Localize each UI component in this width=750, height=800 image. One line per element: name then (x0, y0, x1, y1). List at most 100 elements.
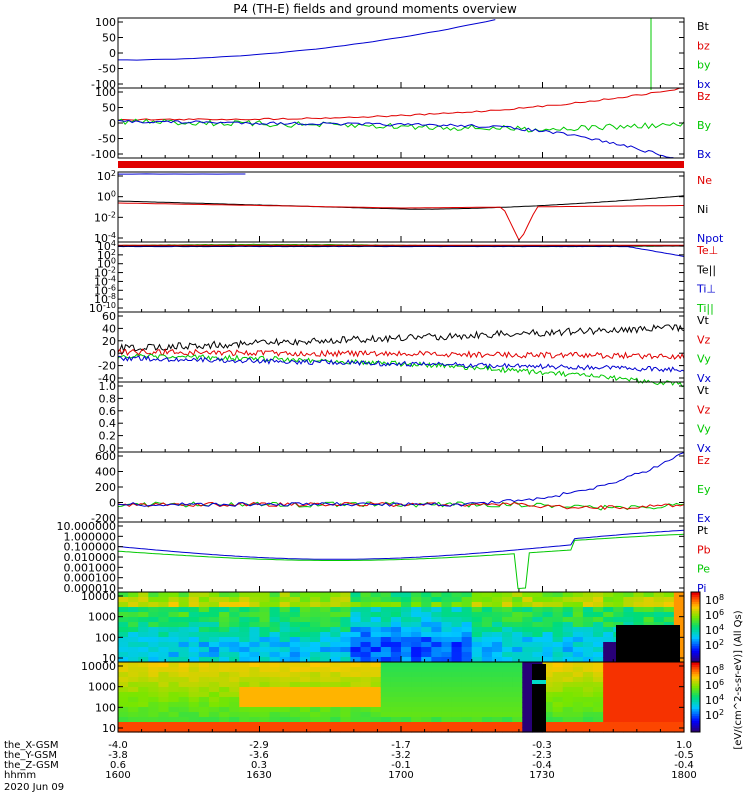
peir-spectrogram-cell (603, 632, 614, 638)
peir-spectrogram-cell (188, 627, 200, 633)
peer-spectrogram-cell (542, 667, 554, 673)
peer-spectrogram-cell (208, 662, 220, 668)
peer-spectrogram-cell (522, 672, 533, 678)
peir-spectrogram-cell (471, 602, 483, 608)
peir-spectrogram-cell (269, 647, 281, 653)
peir-spectrogram-cell (542, 657, 554, 663)
peir-spectrogram-cell (198, 597, 210, 603)
peir-spectrogram-cell (633, 602, 645, 608)
peer-spectrogram-cell (390, 702, 402, 708)
peer-spectrogram-cell (512, 727, 523, 733)
peer-spectrogram-cell (330, 687, 341, 693)
peir-spectrogram-cell (118, 617, 129, 623)
peer-spectrogram-cell (603, 707, 614, 713)
peir-spectrogram-cell (411, 637, 422, 643)
peir-spectrogram-cell (401, 652, 412, 658)
peir-spectrogram-cell (390, 617, 402, 623)
peer-spectrogram-cell (148, 692, 160, 698)
peir-spectrogram-cell (390, 607, 402, 613)
peer-spectrogram-cell (259, 692, 271, 698)
peer-spectrogram-cell (572, 672, 584, 678)
peer-spectrogram-cell (673, 717, 685, 723)
peer-spectrogram-cell (350, 682, 362, 688)
peir-spectrogram-cell (502, 602, 513, 608)
peer-spectrogram-cell (148, 672, 160, 678)
peer-spectrogram-cell (138, 707, 149, 713)
peer-spectrogram-cell (310, 707, 321, 713)
peir-spectrogram-cell (128, 627, 139, 633)
peer-spectrogram-cell (552, 672, 564, 678)
peer-spectrogram-cell (441, 707, 453, 713)
peer-spectrogram-cell (421, 722, 432, 728)
peer-spectrogram-cell (138, 672, 149, 678)
peir-spectrogram-cell (542, 632, 554, 638)
peer-spectrogram-cell (208, 682, 220, 688)
peer-spectrogram-cell (390, 672, 402, 678)
peer-spectrogram-cell (310, 682, 321, 688)
peir-spectrogram-cell (148, 602, 160, 608)
peer-spectrogram-cell (431, 712, 443, 718)
peer-spectrogram-cell (582, 677, 594, 683)
peir-spectrogram-cell (320, 597, 331, 603)
peer-spectrogram-cell (512, 707, 523, 713)
peir-spectrogram-cell (330, 622, 341, 628)
colorbar-tick-label: 106 (705, 678, 724, 692)
peir-spectrogram-cell (208, 597, 220, 603)
peir-spectrogram-cell (582, 647, 594, 653)
peir-spectrogram-cell (593, 597, 604, 603)
peir-spectrogram-cell (461, 612, 473, 618)
peer-spectrogram-cell (310, 662, 321, 668)
peir-spectrogram-cell (451, 632, 463, 638)
peer-spectrogram-cell (572, 662, 584, 668)
peir-spectrogram-cell (188, 637, 200, 643)
peir-spectrogram-cell (340, 647, 352, 653)
peir-spectrogram-cell (431, 642, 443, 648)
peer-spectrogram-cell (158, 672, 170, 678)
peir-spectrogram-cell (532, 632, 544, 638)
peir-spectrogram-cell (593, 627, 604, 633)
peir-spectrogram-cell (532, 602, 544, 608)
peer-spectrogram-cell (128, 717, 139, 723)
peir-spectrogram-cell (158, 637, 170, 643)
peer-spectrogram-cell (643, 677, 655, 683)
peir-spectrogram-cell (350, 597, 362, 603)
peir-spectrogram-cell (572, 622, 584, 628)
peer-spectrogram-cell (633, 722, 645, 728)
peer-spectrogram-cell (320, 667, 331, 673)
peer-spectrogram-cell (481, 672, 493, 678)
peer-spectrogram-cell (411, 697, 422, 703)
peer-spectrogram-cell (512, 697, 523, 703)
peer-spectrogram-cell (350, 672, 362, 678)
legend-pressure: Pi (697, 582, 706, 595)
peir-spectrogram-cell (138, 647, 149, 653)
peir-spectrogram-cell (148, 647, 160, 653)
legend-temp: Ti⊥ (696, 283, 716, 296)
peer-spectrogram-cell (188, 717, 200, 723)
peer-spectrogram-cell (461, 667, 473, 673)
peer-spectrogram-cell (390, 727, 402, 733)
peir-spectrogram-cell (310, 592, 321, 598)
peer-spectrogram-cell (481, 707, 493, 713)
peir-spectrogram-cell (208, 632, 220, 638)
efield-ex-line (117, 452, 685, 507)
peer-spectrogram-cell (168, 727, 180, 733)
peer-spectrogram-cell (552, 667, 564, 673)
peer-spectrogram-cell (421, 662, 432, 668)
peer-spectrogram-cell (370, 712, 382, 718)
peer-spectrogram-cell (188, 727, 200, 733)
peir-spectrogram-cell (653, 597, 665, 603)
peir-spectrogram-cell (138, 612, 149, 618)
peir-spectrogram-cell (431, 652, 443, 658)
peir-spectrogram-cell (229, 657, 240, 663)
peir-spectrogram-cell (310, 627, 321, 633)
peir-spectrogram-cell (441, 627, 453, 633)
peer-spectrogram-cell (289, 672, 301, 678)
peer-spectrogram-cell (663, 662, 675, 668)
peer-spectrogram-cell (623, 697, 635, 703)
peir-spectrogram-cell (562, 602, 574, 608)
peer-spectrogram-cell (198, 722, 210, 728)
xaxis-value: -0.3 (532, 740, 552, 751)
peer-spectrogram-cell (310, 702, 321, 708)
peir-spectrogram-cell (299, 592, 311, 598)
peir-spectrogram-cell (178, 607, 190, 613)
